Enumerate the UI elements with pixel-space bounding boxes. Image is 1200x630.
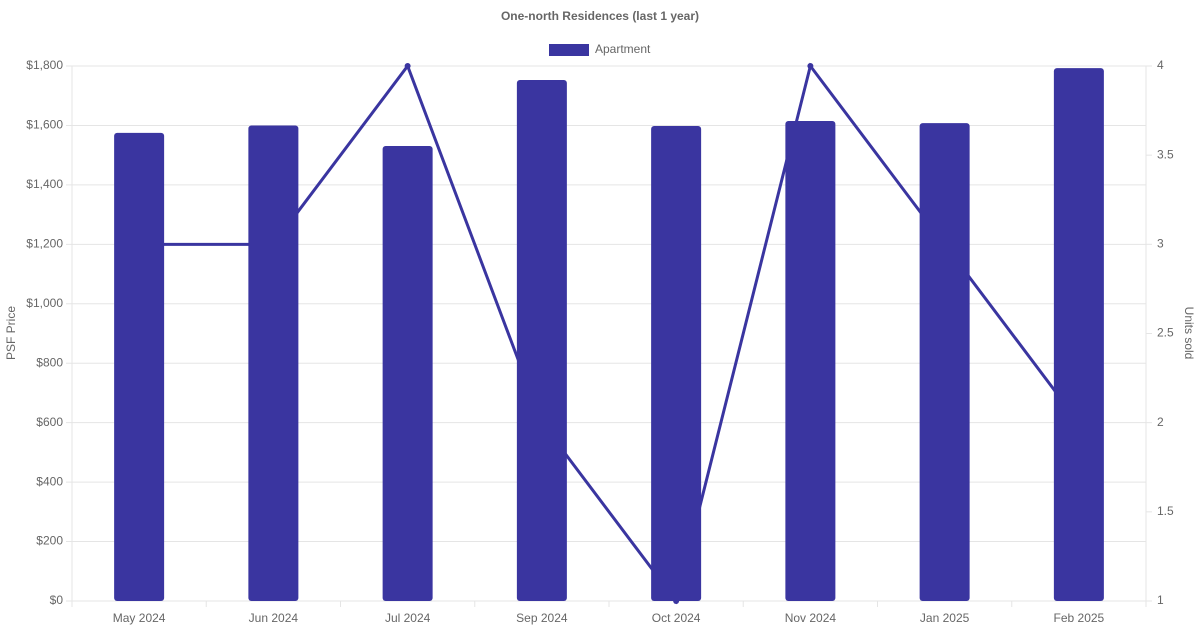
y-tick-label: $0 [50, 593, 64, 607]
y-tick-label: $1,800 [26, 58, 63, 72]
y-axis-title: PSF Price [4, 306, 18, 360]
bar [919, 123, 970, 602]
x-tick-label: Nov 2024 [785, 611, 837, 625]
x-tick-label: Jul 2024 [385, 611, 431, 625]
y-tick-label: $200 [36, 534, 63, 548]
y-tick-label: $1,200 [26, 237, 63, 251]
y-tick-label: $400 [36, 474, 63, 488]
y2-axis-title: Units sold [1182, 307, 1196, 360]
x-tick-label: Jun 2024 [249, 611, 299, 625]
bar [516, 79, 567, 602]
y2-tick-label: 1.5 [1157, 504, 1174, 518]
legend-label: Apartment [595, 42, 651, 56]
y-tick-label: $1,600 [26, 118, 63, 132]
bar [785, 120, 836, 601]
y2-tick-label: 4 [1157, 58, 1164, 72]
x-tick-label: Oct 2024 [652, 611, 701, 625]
line-point [404, 63, 411, 69]
legend-swatch [549, 44, 589, 56]
bar [382, 145, 433, 602]
y2-tick-label: 3.5 [1157, 147, 1174, 161]
bar [248, 125, 299, 601]
y2-tick-label: 3 [1157, 237, 1164, 251]
y2-tick-label: 2.5 [1157, 326, 1174, 340]
y2-tick-label: 1 [1157, 593, 1164, 607]
y-tick-label: $1,000 [26, 296, 63, 310]
chart-title: One-north Residences (last 1 year) [501, 9, 699, 23]
y-tick-label: $1,400 [26, 177, 63, 191]
y2-tick-label: 2 [1157, 415, 1164, 429]
x-tick-label: May 2024 [113, 611, 166, 625]
y-tick-label: $800 [36, 355, 63, 369]
bar [114, 132, 165, 601]
x-tick-label: Sep 2024 [516, 611, 568, 625]
x-tick-label: Jan 2025 [920, 611, 970, 625]
y-tick-label: $600 [36, 415, 63, 429]
x-tick-label: Feb 2025 [1054, 611, 1105, 625]
line-point [807, 63, 814, 69]
bar [1053, 68, 1104, 601]
bar [651, 126, 702, 602]
